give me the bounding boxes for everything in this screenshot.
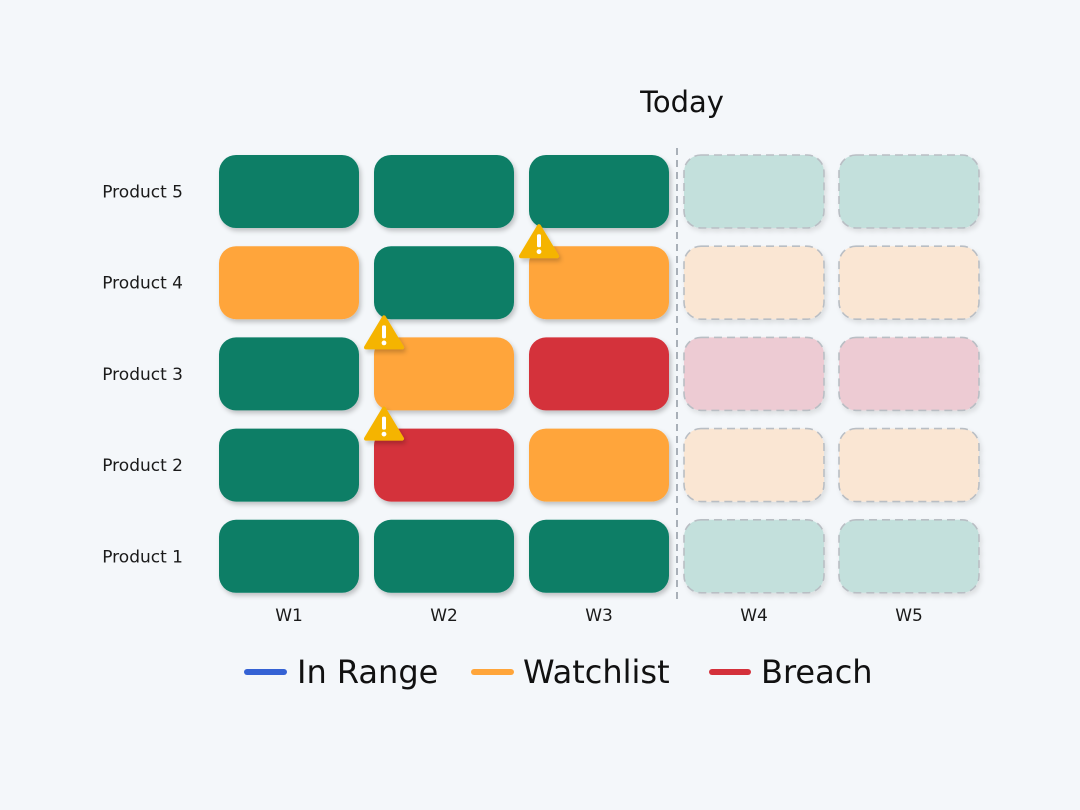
column-labels: W1 W2 W3 W4 W5 (275, 606, 923, 626)
warning-markers (364, 224, 559, 441)
cell-product-4-w4 (683, 245, 825, 320)
cell-product-1-w1 (219, 519, 359, 593)
column-label-w3: W3 (585, 606, 613, 626)
cell-product-3-w3 (529, 337, 669, 411)
column-label-w4: W4 (740, 606, 768, 626)
today-marker-label: Today (639, 85, 724, 119)
row-label-product-1: Product 1 (102, 547, 183, 567)
heatmap-cells (219, 154, 980, 594)
cell-product-3-w5 (838, 336, 980, 412)
column-label-w5: W5 (895, 606, 923, 626)
cell-product-2-w5 (838, 427, 980, 503)
row-label-product-4: Product 4 (102, 274, 183, 294)
legend-label-watchlist: Watchlist (523, 653, 670, 691)
cell-product-1-w4 (683, 518, 825, 594)
warning-icon (364, 406, 404, 441)
cell-product-5-w4 (683, 154, 825, 229)
cell-product-4-w5 (838, 245, 980, 320)
cell-product-4-w1 (219, 246, 359, 320)
cell-product-4-w2 (374, 246, 514, 320)
cell-product-1-w5 (838, 518, 980, 594)
cell-product-2-w4 (683, 427, 825, 503)
warning-icon (519, 224, 559, 259)
cell-product-3-w2 (374, 337, 514, 411)
cell-product-1-w3 (529, 519, 669, 593)
row-label-product-2: Product 2 (102, 456, 183, 476)
cell-product-4-w3 (529, 246, 669, 320)
row-label-product-5: Product 5 (102, 183, 183, 203)
legend-label-breach: Breach (761, 653, 873, 691)
column-label-w2: W2 (430, 606, 458, 626)
cell-product-5-w1 (219, 155, 359, 228)
cell-product-5-w2 (374, 155, 514, 228)
cell-product-5-w3 (529, 155, 669, 228)
legend: In Range Watchlist Breach (244, 653, 873, 691)
cell-product-1-w2 (374, 519, 514, 593)
column-label-w1: W1 (275, 606, 303, 626)
cell-product-3-w1 (219, 337, 359, 411)
legend-label-in-range: In Range (297, 653, 438, 691)
cell-product-2-w1 (219, 428, 359, 502)
cell-product-5-w5 (838, 154, 980, 229)
cell-product-3-w4 (683, 336, 825, 412)
warning-icon (364, 315, 404, 350)
cell-product-2-w2 (374, 428, 514, 502)
row-labels: Product 5 Product 4 Product 3 Product 2 Prod… (102, 183, 183, 568)
row-label-product-3: Product 3 (102, 365, 183, 385)
cell-product-2-w3 (529, 428, 669, 502)
